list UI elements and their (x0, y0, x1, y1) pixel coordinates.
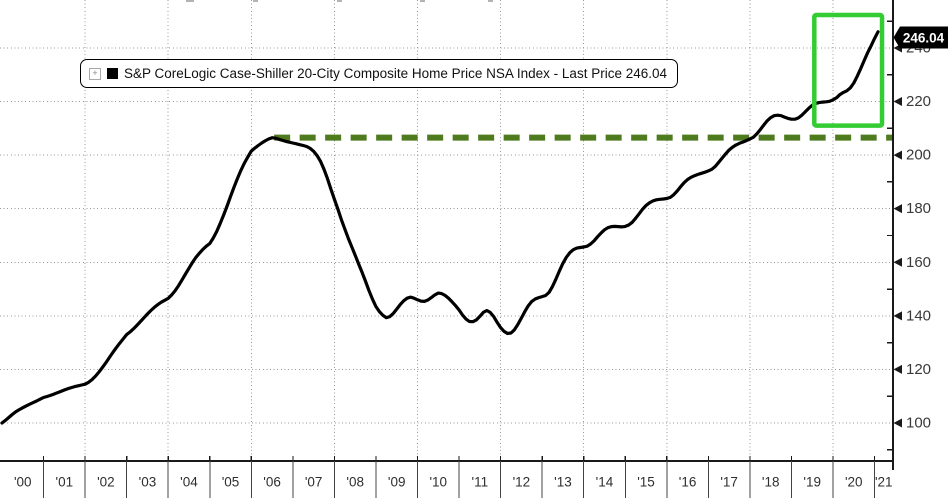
x-axis-year-label: '10 (429, 475, 447, 490)
y-tick-label: 100 (906, 415, 931, 432)
x-axis-year-label: '16 (679, 475, 697, 490)
series-color-swatch (107, 68, 118, 79)
case-shiller-index-line (0, 30, 880, 425)
x-axis-year-label: '13 (554, 475, 572, 490)
y-major-tick-arrow (893, 364, 902, 374)
y-major-tick-arrow (893, 257, 902, 267)
x-axis-year-label: '01 (56, 475, 74, 490)
cropped-title-remnant (488, 0, 493, 2)
y-major-tick-arrow (893, 311, 902, 321)
y-tick-label: 120 (906, 361, 931, 378)
y-tick-label: 220 (906, 93, 931, 110)
cropped-title-remnant (337, 0, 342, 2)
highlight-box (812, 12, 885, 128)
y-major-tick-arrow (893, 150, 902, 160)
x-axis-year-label: '11 (472, 475, 489, 490)
x-axis-year-label: '12 (513, 475, 531, 490)
last-price-flag-shape (893, 26, 948, 49)
y-tick-label: 160 (906, 254, 931, 271)
x-axis-year-label: '15 (637, 475, 655, 490)
x-axis-year-label: '07 (305, 475, 323, 490)
x-axis-year-label: '14 (596, 475, 614, 490)
y-tick-label: 140 (906, 307, 931, 324)
y-major-tick-arrow (893, 418, 902, 428)
cropped-title-remnant (253, 0, 258, 2)
legend-expand-icon[interactable]: + (89, 67, 101, 80)
y-major-tick-arrow (893, 204, 902, 214)
x-axis-year-label: '08 (346, 475, 364, 490)
y-tick-label: 200 (906, 147, 931, 164)
x-axis-year-label: '20 (845, 475, 863, 490)
x-axis-year-label: '02 (97, 475, 115, 490)
x-axis-year-label: '05 (222, 475, 240, 490)
price-line-series (0, 30, 880, 425)
x-axis-year-label: '21 (875, 475, 893, 490)
gridlines (0, 0, 893, 461)
cropped-title-remnant (420, 0, 425, 2)
series-legend-label: S&P CoreLogic Case-Shiller 20-City Compo… (124, 66, 667, 81)
x-axis-year-label: '09 (388, 475, 406, 490)
surge-highlight-rect (812, 12, 885, 128)
x-axis-year-label: '03 (139, 475, 157, 490)
x-axis-year-label: '06 (263, 475, 281, 490)
y-major-tick-arrow (893, 97, 902, 107)
y-tick-label: 180 (906, 200, 931, 217)
series-legend[interactable]: + S&P CoreLogic Case-Shiller 20-City Com… (80, 59, 678, 88)
x-axis-year-label: '04 (180, 475, 198, 490)
x-axis-year-label: '17 (720, 475, 738, 490)
x-axis-year-label: '18 (762, 475, 780, 490)
x-axis-year-label: '00 (14, 475, 32, 490)
x-axis-year-band: '00 '01 '02 '03 '04 '05 '06 '07 '08 '09 '10 '11 '12 '… (14, 456, 893, 498)
last-price-flag-value: 246.04 (903, 31, 945, 46)
cropped-title-remnant (186, 0, 194, 2)
x-axis-year-label: '19 (803, 475, 821, 490)
last-price-flag: 246.04 (893, 26, 948, 49)
